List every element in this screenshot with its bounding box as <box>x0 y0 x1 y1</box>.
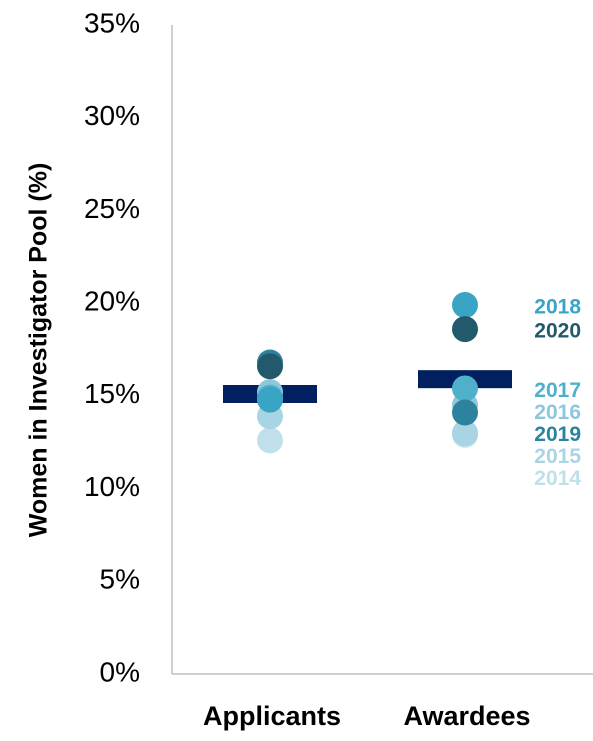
series-label: 2020 <box>534 320 581 343</box>
dot <box>257 427 283 454</box>
dot <box>452 419 478 446</box>
series-label: 2016 <box>534 401 581 424</box>
series-label: 2014 <box>534 467 581 490</box>
series-label: 2018 <box>534 296 581 319</box>
y-tick-label: 30% <box>84 100 140 131</box>
dot <box>452 399 478 426</box>
dot <box>452 375 478 402</box>
dot <box>452 291 478 318</box>
y-tick-label: 10% <box>84 471 140 502</box>
series-label: 2019 <box>534 423 581 446</box>
y-tick-label: 15% <box>84 378 140 409</box>
y-tick-label: 25% <box>84 193 140 224</box>
x-tick-label: Applicants <box>203 701 341 731</box>
y-tick-label: 20% <box>84 286 140 317</box>
y-tick-label: 5% <box>100 564 140 595</box>
y-axis-label: Women in Investigator Pool (%) <box>25 163 53 538</box>
y-tick-label: 0% <box>100 656 140 687</box>
dot <box>257 386 283 413</box>
dot <box>257 353 283 380</box>
x-tick-label: Awardees <box>403 701 530 731</box>
series-label: 2017 <box>534 379 581 402</box>
series-label: 2015 <box>534 445 581 468</box>
dot <box>452 316 478 343</box>
y-tick-label: 35% <box>84 7 140 38</box>
